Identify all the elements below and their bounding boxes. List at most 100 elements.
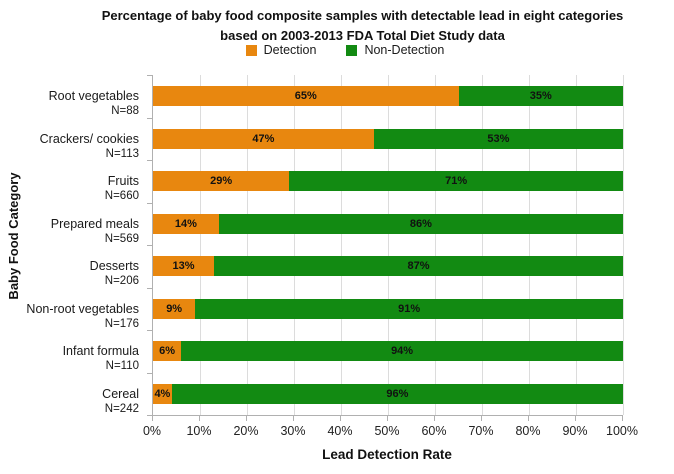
non-detection-segment: 94% — [181, 341, 623, 361]
x-axis-tick — [199, 416, 200, 421]
gridline — [481, 75, 483, 415]
chart-title: Percentage of baby food composite sample… — [50, 6, 674, 46]
x-axis-tick-label: 80% — [515, 424, 541, 438]
detection-value-label: 14% — [174, 217, 197, 230]
non-detection-segment: 87% — [214, 256, 623, 276]
detection-value-label: 29% — [210, 175, 233, 187]
y-axis-tick — [147, 202, 152, 204]
category-label: Prepared meals N=569 — [0, 216, 145, 247]
gridline — [434, 75, 436, 415]
bar-row: 47% 53% — [153, 128, 623, 149]
x-axis-title: Lead Detection Rate — [322, 447, 452, 462]
detection-segment: 6% — [153, 341, 182, 361]
detection-value-label: 13% — [172, 260, 195, 272]
detection-value-label: 65% — [294, 90, 317, 102]
y-axis-tick — [147, 415, 152, 416]
detection-segment: 13% — [153, 256, 215, 276]
non-detection-value-label: 35% — [529, 90, 552, 102]
category-sample-size: N=88 — [111, 105, 139, 117]
gridline — [246, 75, 248, 415]
gridline — [293, 75, 295, 415]
x-axis-tick — [434, 416, 435, 421]
detection-segment: 29% — [153, 171, 290, 191]
legend-item-non-detection: Non-Detection — [346, 43, 444, 57]
non-detection-segment: 96% — [171, 383, 623, 404]
non-detection-segment: 35% — [458, 86, 623, 106]
category-name: Crackers/ cookies — [39, 131, 139, 146]
category-label: Non-root vegetables N=176 — [0, 301, 145, 332]
category-label: Cereal N=242 — [0, 386, 145, 417]
detection-segment: 4% — [153, 383, 172, 404]
category-label: Infant formula N=110 — [0, 343, 145, 374]
x-axis-tick-label: 90% — [562, 424, 588, 438]
non-detection-segment: 53% — [373, 128, 623, 149]
detection-segment: 65% — [153, 86, 459, 106]
non-detection-value-label: 71% — [445, 175, 468, 187]
plot-area: 65% 35% 47% 53% 29% 71% 14% 86% 13% 87% 9% 91% 6% 94%… — [152, 75, 624, 416]
legend: Detection Non-Detection — [50, 43, 640, 57]
gridline — [622, 75, 624, 415]
non-detection-segment: 86% — [218, 213, 623, 234]
x-axis-tick-label: 60% — [421, 424, 447, 438]
gridline — [387, 75, 389, 415]
category-sample-size: N=242 — [104, 402, 139, 415]
detection-value-label: 47% — [252, 132, 275, 145]
x-axis-tick-label: 30% — [280, 424, 306, 438]
detection-swatch-icon — [245, 44, 257, 56]
non-detection-value-label: 94% — [391, 345, 414, 357]
y-axis-tick — [147, 75, 152, 76]
x-axis-tick — [387, 416, 388, 421]
x-axis-tick-label: 10% — [186, 424, 212, 438]
x-axis-tick — [246, 416, 247, 421]
chart-title-line1: Percentage of baby food composite sample… — [101, 8, 624, 23]
non-detection-value-label: 53% — [487, 132, 510, 145]
bar-row: 14% 86% — [153, 213, 623, 234]
category-label: Crackers/ cookies N=113 — [0, 131, 145, 162]
bar-row: 29% 71% — [153, 171, 623, 191]
x-axis-tick — [340, 416, 341, 421]
category-label: Root vegetables N=88 — [0, 88, 145, 119]
gridline — [575, 75, 577, 415]
y-axis-tick — [147, 287, 152, 289]
category-name: Fruits — [107, 174, 139, 188]
category-sample-size: N=569 — [104, 232, 139, 245]
non-detection-value-label: 91% — [398, 302, 421, 315]
bar-row: 9% 91% — [153, 298, 623, 319]
y-axis-tick — [147, 372, 152, 374]
category-sample-size: N=110 — [105, 360, 139, 372]
category-sample-size: N=660 — [104, 190, 139, 202]
x-axis-tick — [622, 416, 623, 421]
x-axis-tick — [575, 416, 576, 421]
bar-row: 13% 87% — [153, 256, 623, 276]
bar-row: 65% 35% — [153, 86, 623, 106]
detection-value-label: 6% — [159, 345, 176, 357]
category-sample-size: N=113 — [105, 147, 139, 160]
legend-label-detection: Detection — [263, 43, 317, 57]
y-axis-tick — [147, 245, 152, 246]
legend-item-detection: Detection — [245, 43, 317, 57]
category-sample-size: N=206 — [104, 275, 139, 287]
category-name: Desserts — [89, 259, 139, 273]
y-axis-tick — [147, 160, 152, 161]
y-axis-tick — [147, 330, 152, 331]
non-detection-value-label: 86% — [409, 217, 432, 230]
category-name: Cereal — [102, 386, 139, 401]
category-name: Prepared meals — [50, 216, 139, 231]
detection-value-label: 9% — [166, 302, 183, 315]
non-detection-value-label: 87% — [407, 260, 430, 272]
category-label: Desserts N=206 — [0, 258, 145, 289]
x-axis-tick — [481, 416, 482, 421]
y-axis-tick — [147, 117, 152, 119]
gridline — [340, 75, 342, 415]
gridline — [199, 75, 201, 415]
x-axis-tick — [152, 416, 153, 421]
x-axis-tick — [293, 416, 294, 421]
x-axis-tick-label: 0% — [142, 424, 162, 438]
detection-value-label: 4% — [154, 387, 171, 400]
detection-segment: 14% — [153, 213, 219, 234]
gridline — [528, 75, 530, 415]
bar-row: 6% 94% — [153, 341, 623, 361]
category-label: Fruits N=660 — [0, 173, 145, 204]
detection-segment: 9% — [153, 298, 196, 319]
